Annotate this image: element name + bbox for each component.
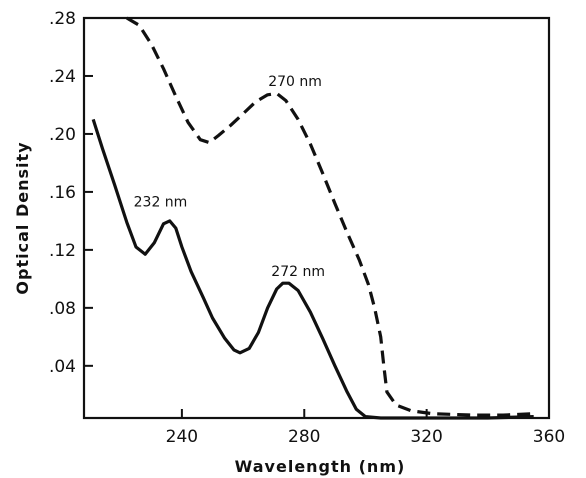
peak-annotation: 270 nm xyxy=(268,74,322,90)
x-tick-label: 320 xyxy=(410,427,442,447)
y-tick-label: .08 xyxy=(49,299,76,319)
y-axis-title: Optical Density xyxy=(13,141,32,294)
x-tick-label: 280 xyxy=(288,427,320,447)
x-tick-label: 240 xyxy=(166,427,198,447)
y-tick-label: .16 xyxy=(49,183,76,203)
plot-frame xyxy=(82,16,551,420)
y-tick-label: .28 xyxy=(49,9,76,29)
series-layer xyxy=(91,16,534,420)
peak-annotation: 232 nm xyxy=(134,194,188,210)
x-axis: 240 280 320 360 xyxy=(166,409,565,447)
x-axis-title: Wavelength (nm) xyxy=(235,457,406,476)
y-tick-label: .20 xyxy=(49,125,76,145)
solid-series-line-0 xyxy=(91,118,534,420)
dashed-series-line-1 xyxy=(125,16,534,417)
y-tick-label: .24 xyxy=(49,67,76,87)
y-tick-label: .04 xyxy=(49,357,76,377)
x-tick-label: 360 xyxy=(533,427,565,447)
peak-annotation: 272 nm xyxy=(271,264,325,280)
annotation-layer: 270 nm 232 nm 272 nm xyxy=(134,74,325,280)
y-axis: .04 .08 .12 .16 .20 .24 .28 xyxy=(49,9,93,377)
y-tick-label: .12 xyxy=(49,241,76,261)
